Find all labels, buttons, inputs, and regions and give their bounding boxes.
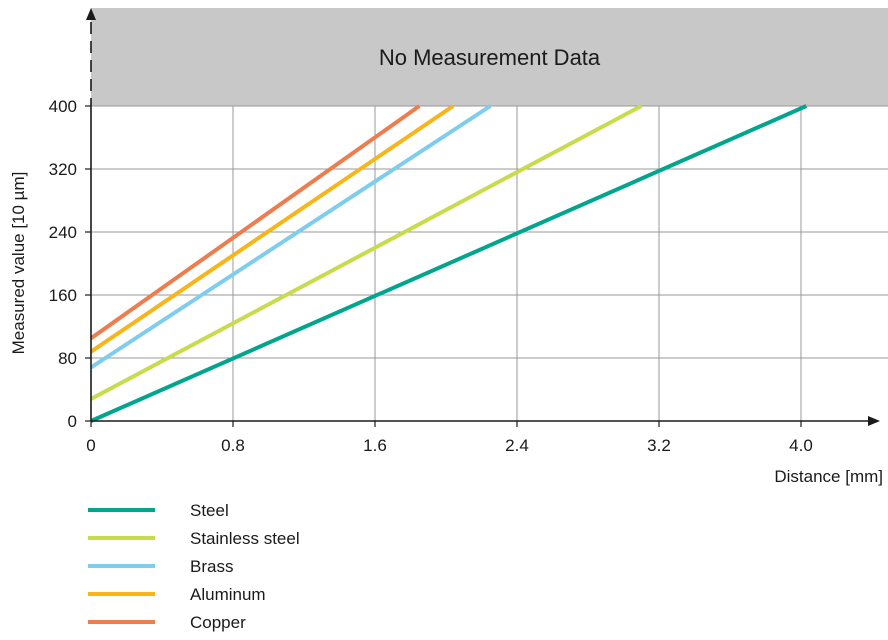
x-tick-label: 2.4 (505, 436, 529, 455)
y-tick-label: 320 (49, 160, 77, 179)
y-tick-label: 400 (49, 97, 77, 116)
tick-labels: 0 0.8 1.6 2.4 3.2 4.0 0 80 160 240 320 400 Distance … (9, 97, 883, 486)
legend-label: Aluminum (190, 585, 266, 604)
axes (85, 8, 880, 427)
x-tick-label: 4.0 (789, 436, 813, 455)
no-data-region-layer: No Measurement Data (91, 8, 888, 106)
y-axis-label: Measured value [10 µm] (9, 172, 28, 355)
no-data-label: No Measurement Data (379, 45, 601, 70)
x-tick-label: 3.2 (647, 436, 671, 455)
series-line-copper (89, 104, 421, 340)
no-data-region (91, 8, 888, 106)
legend-label: Stainless steel (190, 529, 300, 548)
series-line-steel (90, 104, 808, 423)
x-axis-arrow (868, 416, 880, 426)
y-tick-label: 160 (49, 286, 77, 305)
x-tick-label: 1.6 (363, 436, 387, 455)
legend-label: Copper (190, 613, 246, 632)
legend: Steel Stainless steel Brass Aluminum Copper (88, 501, 300, 632)
y-tick-label: 240 (49, 223, 77, 242)
x-tick-label: 0 (86, 436, 95, 455)
series-line-aluminum (89, 104, 455, 354)
x-tick-label: 0.8 (221, 436, 245, 455)
series-line-stainless-steel (90, 104, 643, 401)
x-axis-label: Distance [mm] (774, 467, 883, 486)
y-tick-label: 80 (58, 349, 77, 368)
legend-label: Steel (190, 501, 229, 520)
y-tick-label: 0 (68, 412, 77, 431)
y-axis-arrow (86, 8, 96, 20)
legend-label: Brass (190, 557, 233, 576)
series-line-brass (89, 104, 492, 370)
grid (91, 105, 888, 421)
series-layer (89, 104, 808, 423)
